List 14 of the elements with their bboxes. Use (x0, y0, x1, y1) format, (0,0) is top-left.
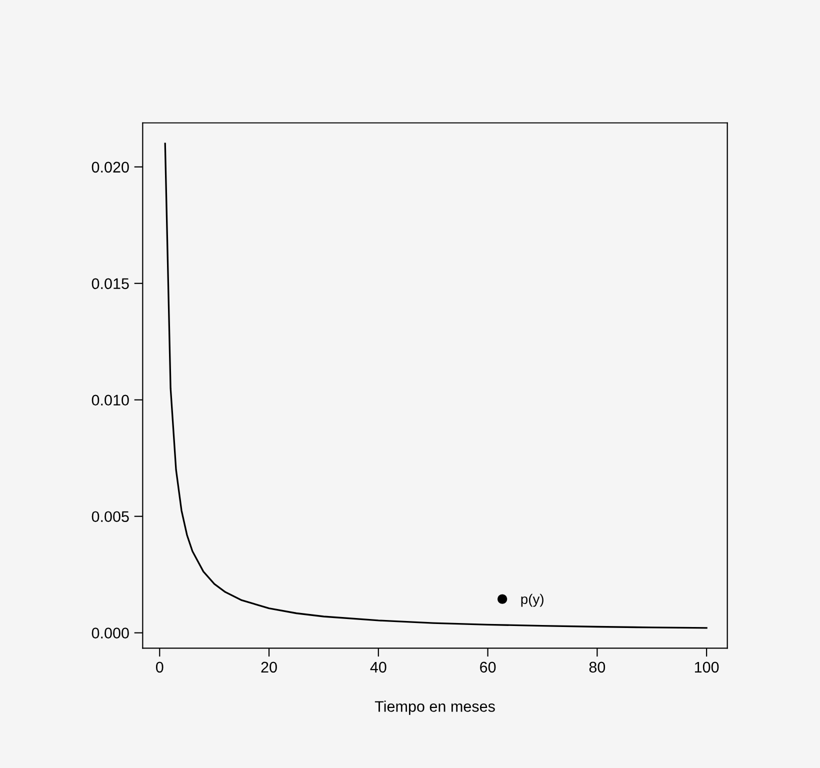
x-axis-title: Tiempo en meses (374, 700, 495, 715)
line-series (164, 142, 708, 629)
x-tick-label: 80 (589, 662, 606, 673)
y-tick-label: 0.020 (92, 162, 129, 173)
y-tick-label: 0.010 (92, 394, 129, 406)
x-tick-label: 60 (480, 662, 496, 673)
x-tick-label: 40 (370, 662, 386, 673)
x-tick-label: 100 (694, 662, 719, 673)
x-tick-label: 20 (261, 662, 277, 673)
y-tick-label: 0.000 (92, 628, 129, 639)
x-tick-label: 0 (156, 662, 164, 673)
y-tick-label: 0.005 (92, 511, 129, 522)
legend-label: p(y) (521, 594, 544, 607)
y-tick-label: 0.015 (92, 278, 129, 290)
